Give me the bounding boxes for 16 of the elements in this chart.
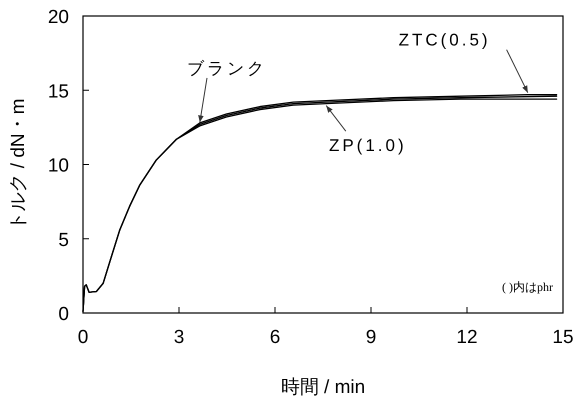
x-tick-label: 6 [270, 327, 280, 348]
y-tick-label: 10 [48, 156, 69, 176]
annotation: ( )内はphr [502, 280, 553, 294]
x-axis-title: 時間 / min [280, 377, 366, 398]
y-axis-title: トルク / dN・m [8, 98, 29, 230]
x-tick-label: 15 [552, 327, 574, 348]
series-label: ZP(1.0) [328, 136, 407, 156]
x-tick-label: 3 [174, 327, 184, 348]
y-tick-label: 5 [58, 230, 69, 251]
series-label: ブランク [187, 58, 267, 78]
x-tick-label: 12 [456, 327, 478, 348]
x-tick-label: 9 [366, 327, 376, 348]
x-tick-label: 0 [78, 327, 88, 348]
y-tick-label: 20 [48, 7, 69, 28]
y-tick-label: 15 [48, 81, 69, 102]
y-tick-label: 0 [58, 304, 69, 325]
